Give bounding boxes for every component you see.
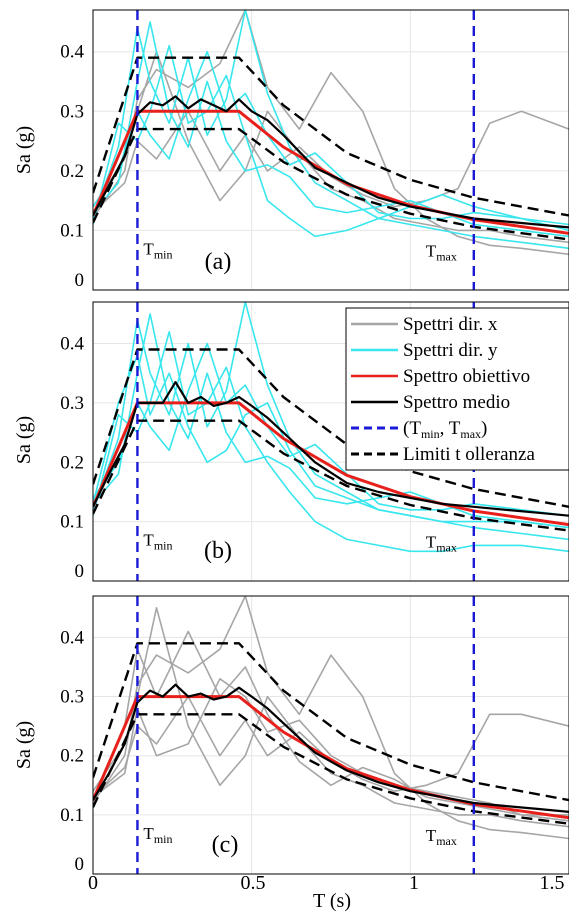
y-tick-labels: 0 0.1 0.2 0.3 0.4 — [60, 42, 84, 291]
tmax-label: Tmax — [426, 533, 457, 555]
series-line-lower-tolerance — [93, 713, 569, 825]
legend-box — [345, 307, 569, 471]
axes-frame — [92, 9, 569, 291]
x-tick-label: 0.5 — [241, 872, 266, 894]
chart-panel: 0 0.1 0.2 0.3 0.4 Tmin Tmax (b) — [60, 301, 569, 582]
series-line-x-spectrum — [93, 596, 569, 840]
plot-area — [93, 596, 569, 874]
y-tick-label: 0 — [75, 561, 85, 582]
legend-label: Limiti t olleranza — [403, 444, 535, 465]
y-tick-label: 0.1 — [60, 512, 84, 533]
y-axis-label: Sa (g) — [13, 721, 35, 769]
series-line-lower-tolerance — [93, 419, 569, 532]
y-tick-labels: 0 0.1 0.2 0.3 0.4 — [60, 627, 84, 875]
x-axis-label: T (s) — [313, 890, 351, 912]
tmin-label: Tmin — [143, 531, 172, 553]
grid — [93, 10, 569, 290]
plot-area — [93, 10, 569, 290]
series-line-y-spectrum — [93, 354, 569, 529]
panel-label: (c) — [212, 832, 239, 858]
y-tick-label: 0.2 — [60, 746, 84, 767]
y-tick-label: 0 — [75, 270, 85, 291]
series-line-x-spectrum — [93, 677, 569, 816]
tmin-label: Tmin — [143, 824, 172, 846]
legend: Spettri dir. x Spettri dir. y Spettro obie… — [345, 307, 569, 471]
legend-label: Spettri dir. x — [403, 314, 498, 335]
series-line-y-spectrum — [93, 10, 569, 250]
y-tick-label: 0.2 — [60, 161, 84, 182]
y-tick-label: 0.4 — [60, 334, 84, 355]
x-tick-labels: 0 0.5 1 1.5 — [88, 872, 565, 894]
series-line-x-spectrum — [93, 10, 569, 256]
x-tick-label: 1 — [409, 872, 419, 894]
y-axis-label: Sa (g) — [13, 126, 35, 174]
tmax-label: Tmax — [426, 241, 457, 263]
series-line-lower-tolerance — [93, 127, 569, 241]
legend-label: Spettro obiettivo — [403, 366, 530, 387]
x-tick-label: 0 — [88, 872, 98, 894]
y-tick-label: 0.3 — [60, 101, 84, 122]
axes-frame — [92, 595, 569, 875]
y-tick-label: 0.3 — [60, 393, 84, 414]
series-line-mean — [93, 95, 569, 229]
tmax-label: Tmax — [426, 826, 457, 848]
y-tick-label: 0.3 — [60, 687, 84, 708]
series-line-x-spectrum — [93, 630, 569, 822]
chart-panel: 0 0.1 0.2 0.3 0.4 Tmin Tmax (a) — [60, 9, 569, 291]
y-tick-label: 0.4 — [60, 42, 84, 63]
y-tick-labels: 0 0.1 0.2 0.3 0.4 — [60, 334, 84, 582]
series-line-upper-tolerance — [93, 642, 569, 802]
y-tick-label: 0.4 — [60, 627, 84, 648]
tmin-label: Tmin — [143, 239, 172, 261]
legend-label: Spettro medio — [403, 392, 510, 413]
legend-label: (Tmin, Tmax) — [403, 418, 487, 441]
series-line-upper-tolerance — [93, 348, 569, 508]
y-tick-label: 0 — [75, 854, 85, 875]
y-axis-label: Sa (g) — [13, 416, 35, 464]
series-line-x-spectrum — [93, 695, 569, 798]
series-line-y-spectrum — [93, 50, 569, 226]
series-line-y-spectrum — [93, 21, 569, 238]
legend-label: Spettri dir. y — [403, 340, 498, 361]
axes-frame — [92, 301, 569, 582]
plot-area — [93, 302, 569, 581]
y-tick-label: 0.2 — [60, 452, 84, 473]
series-line-x-spectrum — [93, 606, 569, 828]
panel-label: (b) — [204, 538, 232, 564]
y-tick-label: 0.1 — [60, 220, 84, 241]
series-line-mean — [93, 683, 569, 813]
y-tick-label: 0.1 — [60, 805, 84, 826]
series-line-mean — [93, 381, 569, 517]
chart-panel: 0 0.1 0.2 0.3 0.4 Tmin Tmax (c) — [60, 595, 569, 875]
series-line-upper-tolerance — [93, 56, 569, 217]
x-tick-label: 1.5 — [540, 872, 565, 894]
panel-label: (a) — [205, 249, 232, 275]
series-line-x-spectrum — [93, 110, 569, 214]
